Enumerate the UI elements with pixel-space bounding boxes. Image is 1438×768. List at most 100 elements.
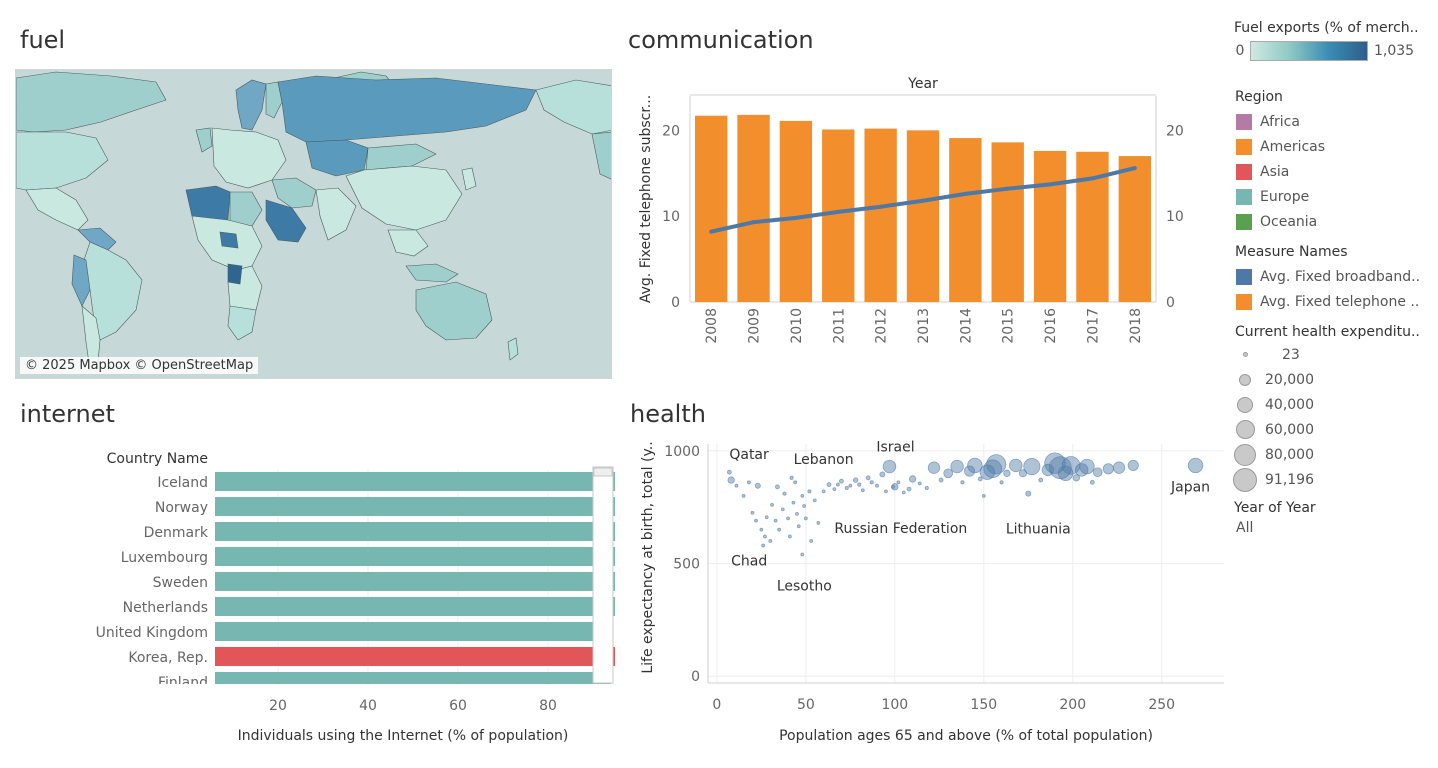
scatter-point[interactable] — [734, 483, 739, 488]
scatter-point[interactable] — [759, 527, 764, 532]
uk[interactable] — [195, 127, 213, 153]
internet-bar[interactable] — [215, 672, 611, 691]
scatter-point[interactable] — [983, 459, 1003, 479]
telephone-bar[interactable] — [906, 130, 940, 302]
russia[interactable] — [277, 75, 537, 143]
scatter-point[interactable] — [1187, 457, 1204, 474]
indonesia[interactable] — [405, 263, 459, 283]
mexico[interactable] — [25, 187, 89, 231]
region-legend-item[interactable]: Americas — [1230, 134, 1435, 159]
internet-bar[interactable] — [215, 597, 615, 616]
scatter-point[interactable] — [839, 478, 844, 484]
scatter-point[interactable] — [773, 518, 778, 523]
scatter-point[interactable] — [1057, 465, 1074, 481]
mongolia[interactable] — [365, 143, 437, 171]
scatter-point[interactable] — [917, 481, 922, 486]
size-legend-item[interactable]: 20,000 — [1230, 367, 1435, 392]
scatter-point[interactable] — [950, 459, 964, 474]
size-legend-item[interactable]: 80,000 — [1230, 442, 1435, 467]
japan[interactable] — [461, 167, 477, 191]
finland[interactable] — [265, 81, 283, 119]
scatter-point[interactable] — [787, 534, 792, 539]
scatter-point[interactable] — [999, 480, 1004, 485]
scatter-point[interactable] — [943, 468, 954, 479]
scatter-point[interactable] — [800, 493, 805, 498]
telephone-bar[interactable] — [822, 129, 855, 302]
scatter-point[interactable] — [795, 511, 799, 516]
scatter-point[interactable] — [1072, 474, 1080, 482]
scatter-point[interactable] — [1003, 469, 1011, 477]
nigeria[interactable] — [219, 231, 239, 249]
scatter-point[interactable] — [791, 500, 796, 505]
scatter-point[interactable] — [882, 459, 897, 474]
internet-bar[interactable] — [215, 622, 611, 641]
scatter-point[interactable] — [964, 465, 976, 477]
size-legend-item[interactable]: 23 — [1230, 342, 1435, 367]
scatter-point[interactable] — [770, 502, 774, 507]
scatter-point[interactable] — [1018, 469, 1027, 478]
scatter-point[interactable] — [981, 493, 986, 498]
internet-chart[interactable]: Country Name Iceland Norway Denmark Luxembou… — [15, 440, 615, 755]
scatter-point[interactable] — [800, 552, 805, 557]
europe[interactable] — [211, 127, 287, 189]
size-legend-item[interactable]: 91,196 — [1230, 467, 1435, 492]
scatter-point[interactable] — [786, 516, 790, 521]
broadband-point[interactable] — [878, 204, 883, 209]
telephone-bar[interactable] — [737, 114, 770, 302]
scatter-point[interactable] — [754, 482, 761, 489]
scrollbar-track[interactable] — [592, 466, 614, 684]
scatter-point[interactable] — [782, 491, 787, 496]
scatter-point[interactable] — [1023, 458, 1041, 476]
scatter-point[interactable] — [927, 461, 941, 474]
scatter-point[interactable] — [869, 480, 874, 485]
scatter-point[interactable] — [924, 485, 929, 490]
angola-congo[interactable] — [227, 263, 243, 285]
scatter-point[interactable] — [879, 471, 886, 478]
scatter-point[interactable] — [803, 516, 808, 521]
scatter-point[interactable] — [832, 487, 837, 491]
telephone-bar[interactable] — [991, 142, 1024, 302]
india[interactable] — [315, 187, 357, 241]
scatter-point[interactable] — [979, 464, 996, 480]
scatter-point[interactable] — [865, 475, 871, 481]
communication-chart[interactable]: Year 0 0 10 10 20 20 Avg. Fixed telephone subsc… — [620, 70, 1200, 370]
scatter-point[interactable] — [812, 498, 817, 503]
scatter-point[interactable] — [1089, 479, 1095, 485]
saudi-arabia[interactable] — [265, 199, 307, 243]
broadband-point[interactable] — [709, 229, 714, 234]
telephone-bar[interactable] — [1033, 150, 1067, 302]
fuel-map[interactable]: © 2025 Mapbox © OpenStreetMap — [15, 69, 612, 379]
scatter-point[interactable] — [826, 482, 832, 487]
scatter-point[interactable] — [793, 480, 798, 485]
telephone-bar[interactable] — [864, 128, 897, 302]
scatter-point[interactable] — [816, 521, 821, 525]
telephone-bar[interactable] — [1118, 156, 1151, 302]
scatter-point[interactable] — [802, 504, 806, 508]
scatter-point[interactable] — [960, 480, 965, 485]
scatter-point[interactable] — [986, 454, 1007, 475]
internet-bar[interactable] — [215, 572, 615, 591]
telephone-bar[interactable] — [779, 120, 813, 302]
scatter-point[interactable] — [844, 485, 849, 490]
new-zealand[interactable] — [507, 337, 519, 361]
scatter-point[interactable] — [1092, 467, 1103, 478]
scatter-point[interactable] — [761, 543, 766, 548]
scatter-point[interactable] — [807, 489, 812, 494]
region-legend-item[interactable]: Europe — [1230, 184, 1435, 209]
scatter-point[interactable] — [852, 477, 859, 483]
scatter-point[interactable] — [727, 476, 735, 484]
scatter-point[interactable] — [754, 518, 758, 523]
libya-egypt[interactable] — [229, 191, 263, 227]
internet-bar[interactable] — [215, 547, 615, 566]
scatter-point[interactable] — [977, 476, 983, 482]
scatter-point[interactable] — [1009, 458, 1023, 473]
scatter-point[interactable] — [1038, 477, 1044, 483]
scatter-point[interactable] — [835, 482, 840, 487]
ecuador-peru[interactable] — [71, 254, 91, 307]
map-attribution[interactable]: © 2025 Mapbox © OpenStreetMap — [20, 357, 259, 374]
telephone-bar[interactable] — [949, 138, 982, 302]
broadband-point[interactable] — [921, 198, 925, 203]
broadband-point[interactable] — [751, 220, 756, 225]
scatter-point[interactable] — [1025, 490, 1032, 497]
scatter-point[interactable] — [821, 489, 826, 494]
